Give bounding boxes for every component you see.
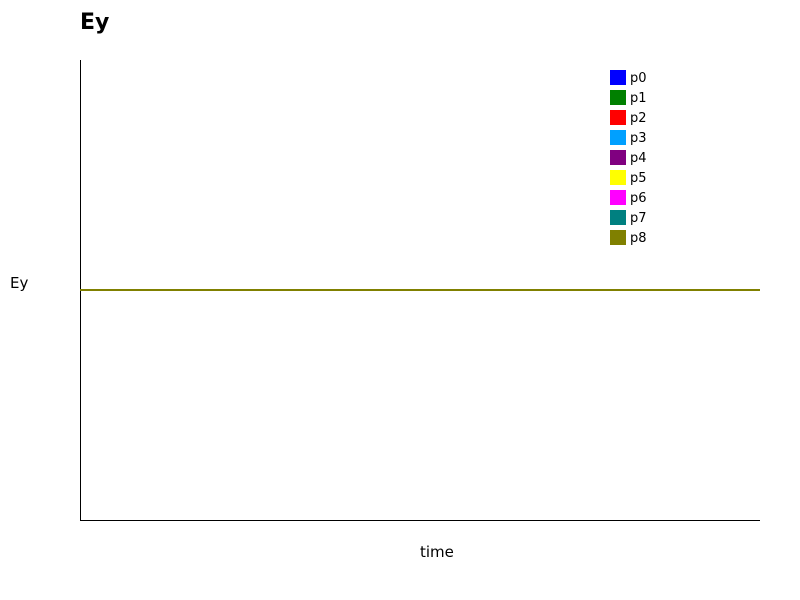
legend-swatch-p3	[610, 130, 626, 145]
legend-swatch-p0	[610, 70, 626, 85]
legend-swatch-p4	[610, 150, 626, 165]
legend-label-p1: p1	[630, 91, 647, 106]
legend-swatch-p6	[610, 190, 626, 205]
legend-swatch-p2	[610, 110, 626, 125]
legend-label-p6: p6	[630, 191, 647, 206]
legend-swatch-p8	[610, 230, 626, 245]
legend: p0 p1 p2 p3 p4 p5 p6 p7 p8	[610, 70, 647, 246]
legend-label-p2: p2	[630, 111, 647, 126]
legend-label-p5: p5	[630, 171, 647, 186]
legend-label-p4: p4	[630, 151, 647, 166]
legend-label-p7: p7	[630, 211, 647, 226]
legend-label-p3: p3	[630, 131, 647, 146]
chart-title: Ey	[80, 10, 110, 35]
y-axis-label: Ey	[10, 274, 29, 292]
legend-label-p8: p8	[630, 231, 647, 246]
legend-swatch-p7	[610, 210, 626, 225]
legend-swatch-p1	[610, 90, 626, 105]
x-axis-label: time	[420, 543, 454, 561]
legend-label-p0: p0	[630, 71, 647, 86]
legend-swatch-p5	[610, 170, 626, 185]
